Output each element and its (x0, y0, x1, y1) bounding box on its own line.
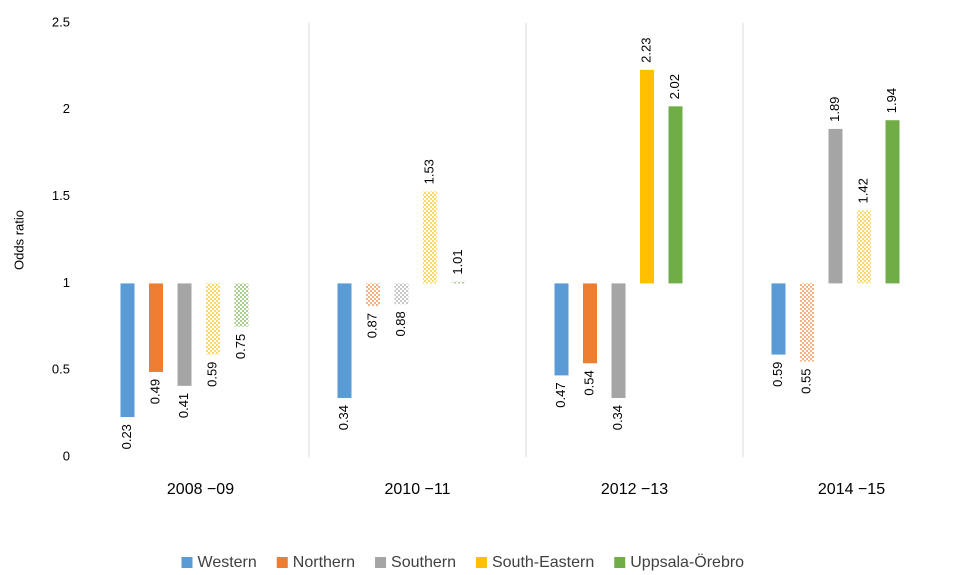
legend-swatch (276, 557, 288, 568)
value-label: 1.01 (450, 249, 465, 274)
value-label: 0.55 (798, 369, 813, 394)
value-label: 0.49 (147, 379, 162, 404)
bar (423, 191, 437, 284)
value-label: 0.47 (553, 382, 568, 407)
value-label: 1.42 (855, 178, 870, 203)
value-label: 0.41 (176, 393, 191, 418)
legend-label: Uppsala-Örebro (630, 553, 744, 571)
value-label: 0.59 (204, 362, 219, 387)
legend-swatch (375, 557, 387, 568)
x-tick-label: 2008 −09 (167, 481, 234, 498)
bar (885, 120, 900, 284)
bar (120, 283, 135, 418)
value-label: 0.87 (364, 313, 379, 338)
value-label: 0.88 (393, 311, 408, 336)
legend-label: South-Eastern (492, 554, 594, 571)
bar (177, 283, 192, 386)
value-label: 0.54 (581, 370, 596, 395)
bar (394, 283, 409, 305)
y-tick-label: 0.5 (52, 362, 70, 377)
y-tick-label: 2 (63, 101, 70, 116)
value-label: 0.34 (610, 405, 625, 430)
bar (554, 283, 569, 376)
legend-label: Western (198, 554, 257, 571)
legend-swatch (614, 557, 626, 568)
bar (668, 106, 683, 284)
legend-swatch (475, 557, 487, 568)
value-label: 1.89 (827, 97, 842, 122)
value-label: 0.75 (233, 334, 248, 359)
value-label: 0.34 (336, 405, 351, 430)
bar (337, 283, 352, 398)
y-axis-title: Odds ratio (11, 210, 26, 270)
value-label: 0.59 (770, 362, 785, 387)
bar (611, 283, 626, 398)
y-tick-label: 1.5 (52, 188, 70, 203)
value-label: 1.53 (421, 159, 436, 184)
legend-swatch (181, 557, 193, 568)
legend-label: Northern (293, 554, 355, 571)
value-label: 2.23 (638, 38, 653, 63)
value-label: 2.02 (667, 74, 682, 99)
y-tick-label: 2.5 (52, 14, 70, 29)
y-tick-label: 0 (63, 448, 70, 463)
bar (857, 210, 871, 284)
bar (771, 283, 786, 355)
bar (583, 283, 597, 364)
bar (451, 281, 466, 284)
bar (828, 128, 843, 284)
value-label: 1.94 (884, 88, 899, 113)
bar (206, 283, 220, 355)
value-label: 0.23 (119, 424, 134, 449)
bar (640, 69, 654, 284)
x-tick-label: 2010 −11 (385, 481, 451, 498)
x-tick-label: 2014 −15 (818, 481, 885, 498)
bar (149, 283, 163, 372)
y-tick-label: 1 (63, 275, 70, 290)
x-tick-label: 2012 −13 (601, 481, 668, 498)
bar (234, 283, 249, 327)
bar (366, 283, 380, 306)
legend-label: Southern (391, 554, 456, 571)
bar (800, 283, 814, 362)
